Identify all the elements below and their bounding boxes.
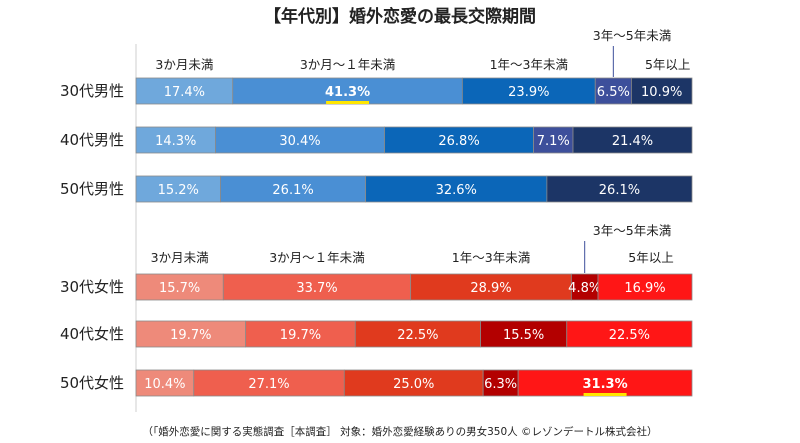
data-label: 22.5% [397, 328, 438, 343]
segment-label: 1年～3年未満 [490, 57, 568, 72]
data-label: 32.6% [436, 183, 477, 198]
chart-title: 【年代別】婚外恋愛の最長交際期間 [264, 6, 536, 27]
category-label: 30代女性 [60, 278, 124, 296]
segment-label: 5年以上 [628, 250, 673, 265]
bar-segment [232, 77, 463, 105]
data-label: 26.8% [438, 134, 479, 149]
data-label: 17.4% [164, 85, 205, 100]
data-label: 6.3% [484, 377, 517, 392]
segment-label: 3年～5年未満 [593, 28, 671, 43]
bar-segment [566, 320, 693, 348]
data-label: 31.3% [583, 377, 628, 392]
footnote: （「婚外恋愛に関する実態調査［本調査］ 対象：婚外恋愛経験ありの男女350人 ©… [143, 425, 658, 438]
segment-label: 5年以上 [645, 57, 690, 72]
data-label: 15.7% [159, 281, 200, 296]
bar-segment [365, 175, 548, 203]
data-label: 15.2% [158, 183, 199, 198]
data-label: 10.9% [641, 85, 682, 100]
bar-segment [343, 369, 484, 397]
bar-segment [480, 320, 568, 348]
data-label: 25.0% [393, 377, 434, 392]
category-label: 40代女性 [60, 325, 124, 343]
bar-segment [410, 273, 572, 301]
segment-label: 3年～5年未満 [593, 223, 671, 238]
data-label: 4.8% [568, 281, 601, 296]
bar-segment [354, 320, 481, 348]
segment-label: 1年～3年未満 [452, 250, 530, 265]
data-label: 6.5% [597, 85, 630, 100]
bar-segment [546, 175, 693, 203]
segment-label: 3か月～１年未満 [300, 57, 395, 72]
bar-segment [245, 320, 356, 348]
data-label: 22.5% [609, 328, 650, 343]
data-label: 41.3% [325, 85, 370, 100]
category-label: 40代男性 [60, 131, 124, 149]
data-label: 14.3% [155, 134, 196, 149]
plot-area: 30代男性 17.4% 41.3% 23.9% 6.5% 10.9% 40代男性 14.3% 3… [60, 28, 693, 397]
data-label: 15.5% [503, 328, 544, 343]
data-label: 19.7% [170, 328, 211, 343]
data-label: 19.7% [280, 328, 321, 343]
data-label: 23.9% [508, 85, 549, 100]
bar-segment [135, 175, 221, 203]
highlight-underline [583, 393, 627, 396]
segment-label: 3か月～１年未満 [269, 250, 364, 265]
bar-segment [517, 369, 693, 397]
data-label: 7.1% [537, 134, 570, 149]
bar-segment [193, 369, 345, 397]
data-label: 30.4% [279, 134, 320, 149]
data-label: 16.9% [624, 281, 665, 296]
bar-segment [135, 126, 216, 154]
data-label: 10.4% [144, 377, 185, 392]
bar-segment [222, 273, 412, 301]
bar-segment [135, 273, 224, 301]
category-label: 50代男性 [60, 180, 124, 198]
data-label: 21.4% [612, 134, 653, 149]
bar-segment [572, 126, 693, 154]
category-label: 30代男性 [60, 82, 124, 100]
data-label: 26.1% [599, 183, 640, 198]
bar-segment [630, 77, 693, 105]
category-label: 50代女性 [60, 374, 124, 392]
bar-segment [135, 320, 247, 348]
data-label: 26.1% [272, 183, 313, 198]
segment-label: 3か月未満 [155, 57, 213, 72]
data-label: 28.9% [470, 281, 511, 296]
bar-segment [533, 126, 574, 154]
data-label: 27.1% [248, 377, 289, 392]
segment-label: 3か月未満 [151, 250, 209, 265]
bar-segment [461, 77, 596, 105]
highlight-underline [326, 101, 370, 104]
data-label: 33.7% [296, 281, 337, 296]
bar-segment [597, 273, 693, 301]
